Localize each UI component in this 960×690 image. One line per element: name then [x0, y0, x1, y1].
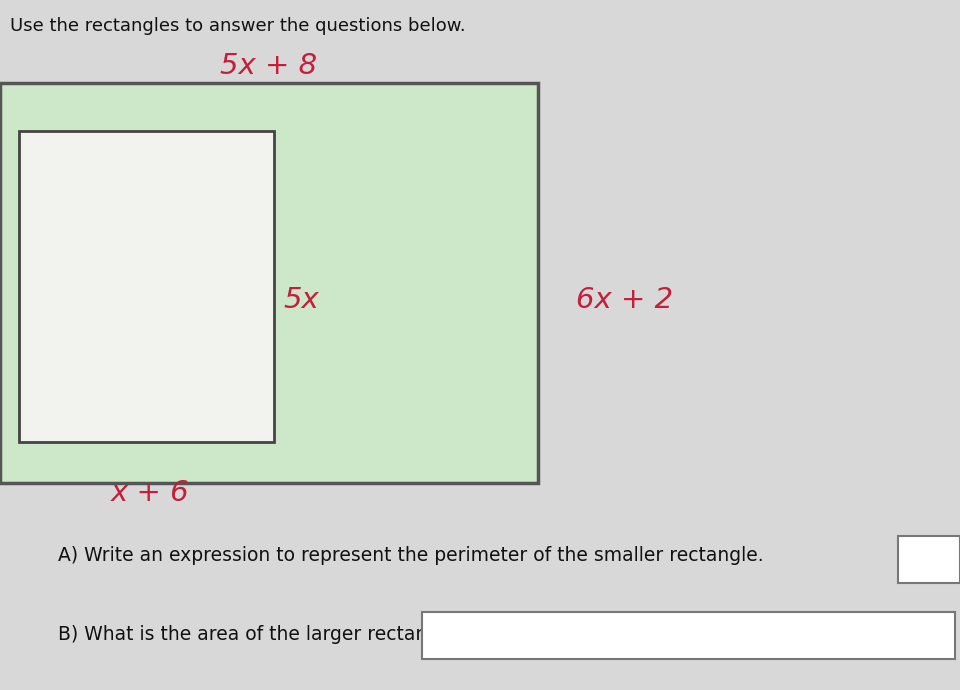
Text: 5x: 5x	[283, 286, 319, 314]
Text: Use the rectangles to answer the questions below.: Use the rectangles to answer the questio…	[10, 17, 466, 35]
Bar	[422, 612, 955, 659]
Text: B) What is the area of the larger rectangle?: B) What is the area of the larger rectan…	[58, 625, 466, 644]
Bar	[19, 131, 274, 442]
Bar	[0, 83, 538, 483]
Text: x + 6: x + 6	[110, 480, 189, 507]
Text: A) Write an expression to represent the perimeter of the smaller rectangle.: A) Write an expression to represent the …	[58, 546, 763, 565]
Text: 6x + 2: 6x + 2	[576, 286, 673, 314]
Text: 5x + 8: 5x + 8	[220, 52, 318, 79]
Bar	[898, 536, 960, 583]
